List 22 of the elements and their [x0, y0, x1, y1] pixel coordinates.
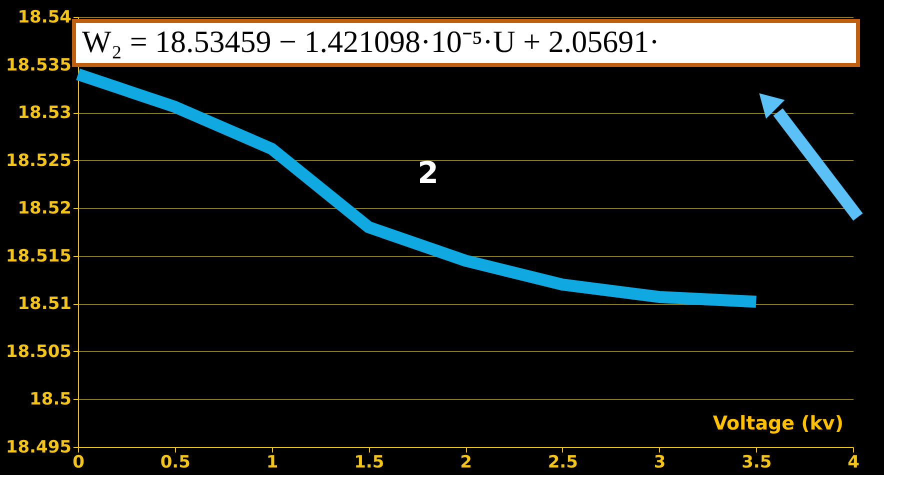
x-axis-title: Voltage (kv) — [712, 412, 844, 434]
annotation: 2 — [418, 156, 438, 191]
annotation: W₂ = 18.53459 − 1.421098·10⁻⁵·U + 2.05691· — [82, 24, 660, 59]
y-tick-label: 18.525 — [6, 150, 72, 171]
x-tick-label: 3.5 — [742, 452, 772, 472]
x-tick-label: 2.5 — [548, 452, 578, 472]
x-tick-label: 0 — [72, 452, 85, 472]
x-tick-label: 1 — [266, 452, 278, 472]
y-tick-label: 18.495 — [6, 438, 72, 458]
x-tick-label: 4 — [848, 452, 860, 472]
y-tick-label: 18.54 — [18, 8, 72, 28]
y-tick-label: 18.505 — [6, 342, 72, 362]
x-tick-label: 1.5 — [354, 452, 384, 472]
x-tick-label: 2 — [460, 452, 472, 472]
y-tick-label: 18.535 — [6, 55, 72, 76]
y-tick-label: 18.52 — [18, 198, 72, 219]
y-tick-label: 18.51 — [18, 294, 72, 314]
y-tick-label: 18.515 — [6, 246, 72, 266]
x-tick-label: 3 — [654, 452, 666, 472]
x-tick-label: 0.5 — [160, 452, 190, 472]
y-tick-label: 18.5 — [30, 390, 72, 410]
y-tick-label: 18.53 — [18, 103, 72, 124]
